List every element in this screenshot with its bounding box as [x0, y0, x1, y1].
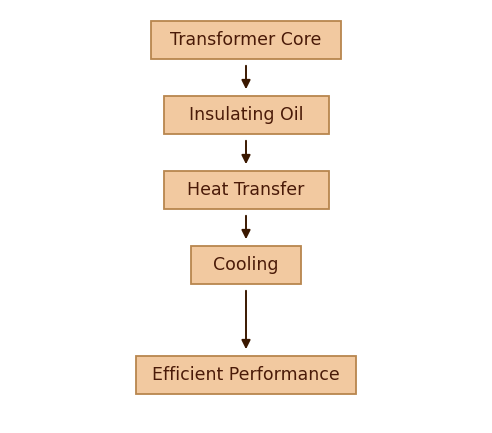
FancyBboxPatch shape: [151, 21, 341, 59]
Text: Cooling: Cooling: [213, 256, 279, 274]
Text: Efficient Performance: Efficient Performance: [152, 366, 340, 384]
FancyBboxPatch shape: [163, 171, 329, 209]
FancyBboxPatch shape: [191, 246, 301, 284]
Text: Heat Transfer: Heat Transfer: [187, 181, 305, 199]
Text: Insulating Oil: Insulating Oil: [189, 106, 303, 124]
Text: Transformer Core: Transformer Core: [170, 31, 322, 49]
FancyBboxPatch shape: [163, 96, 329, 134]
FancyBboxPatch shape: [136, 356, 356, 394]
